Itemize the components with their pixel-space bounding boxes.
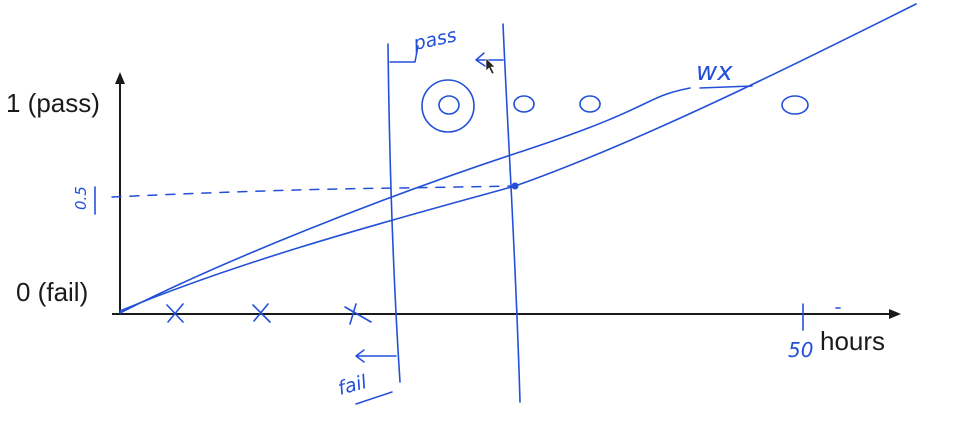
fail-label: fail (336, 371, 370, 400)
pass-bracket (389, 45, 419, 63)
pass-arrow (475, 52, 504, 67)
pass-point (513, 95, 535, 113)
pass-point (781, 95, 809, 115)
mouse-cursor-icon (485, 57, 496, 75)
threshold-dashed-line (111, 185, 516, 198)
boundary-intersection-dot (511, 182, 519, 190)
y-axis-arrowhead (115, 72, 125, 84)
pass-point-outer-ring (421, 79, 475, 133)
fail-underline (355, 391, 393, 405)
line-wx-lower (119, 3, 917, 312)
pass-point (438, 95, 460, 115)
decision-boundary-left (387, 43, 401, 383)
wx-underline (699, 85, 753, 89)
fail-point (252, 303, 271, 323)
line-wx-upper (119, 87, 691, 314)
decision-boundary-right (502, 23, 521, 403)
y-axis-bottom-label: 0 (fail) (16, 277, 88, 307)
fail-point (344, 303, 372, 325)
pass-point (579, 95, 601, 113)
x-tick-50-label: 50 (788, 338, 813, 362)
threshold-label: 0.5 (72, 186, 90, 210)
pass-label: pass (410, 24, 458, 55)
fail-point (166, 303, 184, 323)
y-axis-top-label: 1 (pass) (6, 88, 100, 118)
wx-label: wx (696, 57, 733, 87)
x-axis-label: hours (820, 326, 885, 356)
fail-arrow (355, 349, 397, 363)
handwriting: 0.5 pass fail wx (72, 3, 917, 405)
x-axis-arrowhead (889, 309, 901, 319)
